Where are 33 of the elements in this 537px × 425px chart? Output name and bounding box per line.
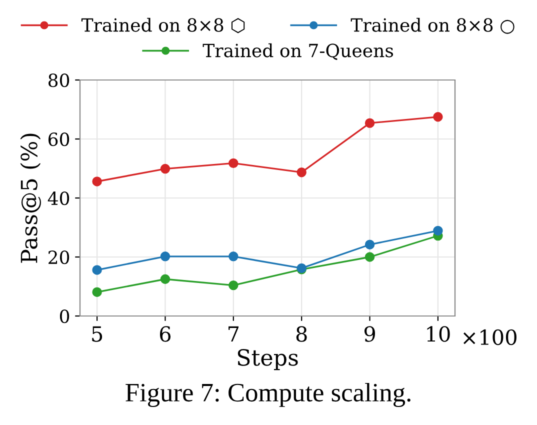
x-tick-label: 9 (364, 326, 375, 342)
point (228, 158, 238, 168)
point (92, 176, 102, 186)
x-axis-title: Steps (238, 349, 298, 370)
text: ×100 (464, 329, 516, 346)
legend-label: Trained on 8×8 ⬡ (81, 18, 245, 34)
point (228, 280, 238, 290)
x-tick-label: 5 (92, 326, 102, 342)
x-tick-label: 6 (160, 326, 171, 342)
point (92, 265, 102, 275)
legend-label: Trained on 8×8 ○ (350, 18, 514, 34)
y-tick-label: 40 (48, 191, 70, 206)
legend-label: Trained on 7-Queens (202, 43, 394, 60)
point (160, 252, 170, 262)
x-tick-label: 8 (296, 326, 307, 342)
x-tick-label: 7 (228, 326, 239, 342)
point (433, 112, 443, 122)
point (160, 164, 170, 174)
y-tick-label: 0 (60, 309, 70, 324)
caption: Figure 7: Compute scaling. (126, 382, 410, 408)
point (364, 252, 375, 262)
point (92, 287, 102, 297)
y-tick-label: 20 (48, 250, 70, 264)
x-tick-label: 10 (427, 326, 450, 342)
point (364, 240, 375, 250)
y-axis-title: Pass@5 (%) (20, 134, 41, 263)
y-tick-label: 80 (48, 73, 70, 88)
y-tick-label: 60 (48, 132, 70, 146)
point (160, 274, 170, 284)
point (228, 252, 238, 262)
point (296, 167, 306, 178)
point (433, 226, 443, 236)
point (364, 118, 375, 128)
